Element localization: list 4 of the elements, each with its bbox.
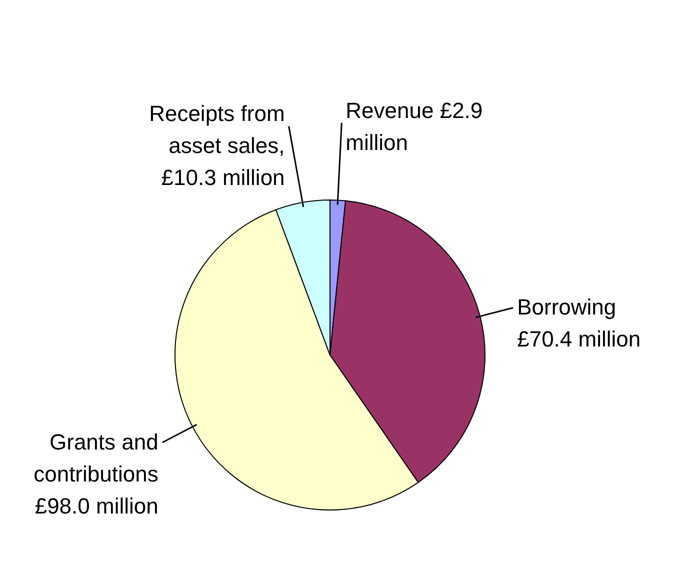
slice-label: Borrowing £70.4 million (517, 294, 641, 352)
slice-label: Grants and contributions £98.0 million (34, 429, 158, 518)
slice-label: Receipts from asset sales, £10.3 million (149, 101, 285, 190)
slice-label: Revenue £2.9 million (346, 98, 483, 155)
